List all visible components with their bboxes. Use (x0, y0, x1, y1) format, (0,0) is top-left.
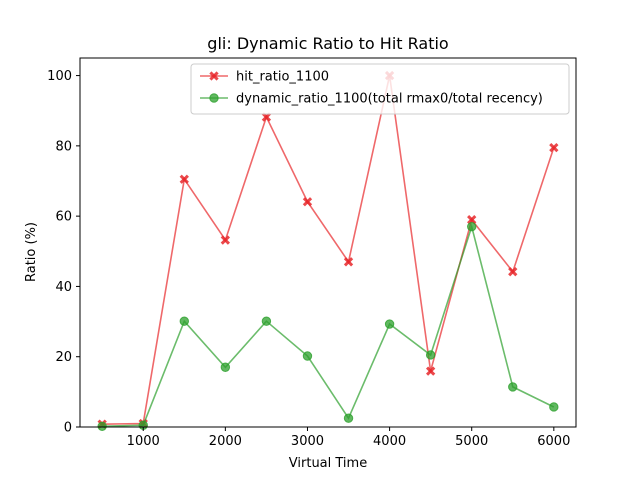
x-tick-label: 6000 (537, 434, 570, 449)
series-1-point (467, 214, 477, 225)
legend-box (190, 63, 570, 115)
x-tick-label: 3000 (291, 434, 324, 449)
y-tick-label: 40 (55, 280, 72, 295)
y-tick-label: 60 (55, 210, 72, 225)
series-1-point (261, 112, 272, 122)
series-1-point (549, 142, 559, 153)
y-axis-label: Ratio (%) (24, 222, 39, 282)
series-2-point (343, 413, 354, 423)
series-1-point (220, 235, 231, 245)
series-2-point (302, 351, 313, 361)
series-2-point (425, 350, 436, 360)
legend-label: dynamic_ratio_1100(total rmax0/total rec… (236, 92, 543, 107)
x-tick-label: 1000 (127, 434, 160, 449)
y-tick-label: 20 (55, 350, 72, 365)
series-1-point (179, 174, 189, 184)
legend-item-2: dynamic_ratio_1100(total rmax0/total rec… (200, 92, 543, 107)
series-line-1 (102, 75, 555, 425)
y-tick-label: 0 (64, 421, 72, 436)
legend-marker (209, 71, 219, 81)
axes: 1000 2000 3000 4000 5000 6000 0 20 40 60 80 100 (47, 57, 577, 449)
chart-title: gli: Dynamic Ratio to Hit Ratio (207, 34, 448, 53)
x-axis-label: Virtual Time (289, 456, 367, 471)
series-2-point (220, 362, 231, 372)
series-1-point (508, 267, 518, 277)
series-2-point (549, 402, 559, 412)
legend-label: hit_ratio_1100 (236, 70, 329, 85)
series-2-point (261, 316, 272, 326)
series-2-point (384, 319, 395, 329)
series-line-2 (102, 223, 555, 428)
x-tick-label: 5000 (455, 434, 488, 449)
series-1-point (343, 257, 354, 267)
legend: hit_ratio_1100 dynamic_ratio_1100(total r… (190, 63, 570, 115)
x-tick-label: 2000 (209, 434, 242, 449)
plot-area (97, 70, 559, 431)
series-1-point (302, 197, 313, 207)
series-1-point (425, 366, 436, 376)
legend-item-1: hit_ratio_1100 (200, 70, 329, 85)
legend-marker (209, 93, 219, 103)
series-2-point (467, 221, 477, 232)
x-tick-label: 4000 (373, 434, 406, 449)
series-2-point (97, 421, 107, 431)
y-tick-label: 100 (47, 69, 72, 84)
series-2-point (179, 316, 189, 326)
series-2-point (508, 382, 518, 392)
y-tick-label: 80 (55, 139, 72, 154)
axes-frame (79, 57, 577, 428)
